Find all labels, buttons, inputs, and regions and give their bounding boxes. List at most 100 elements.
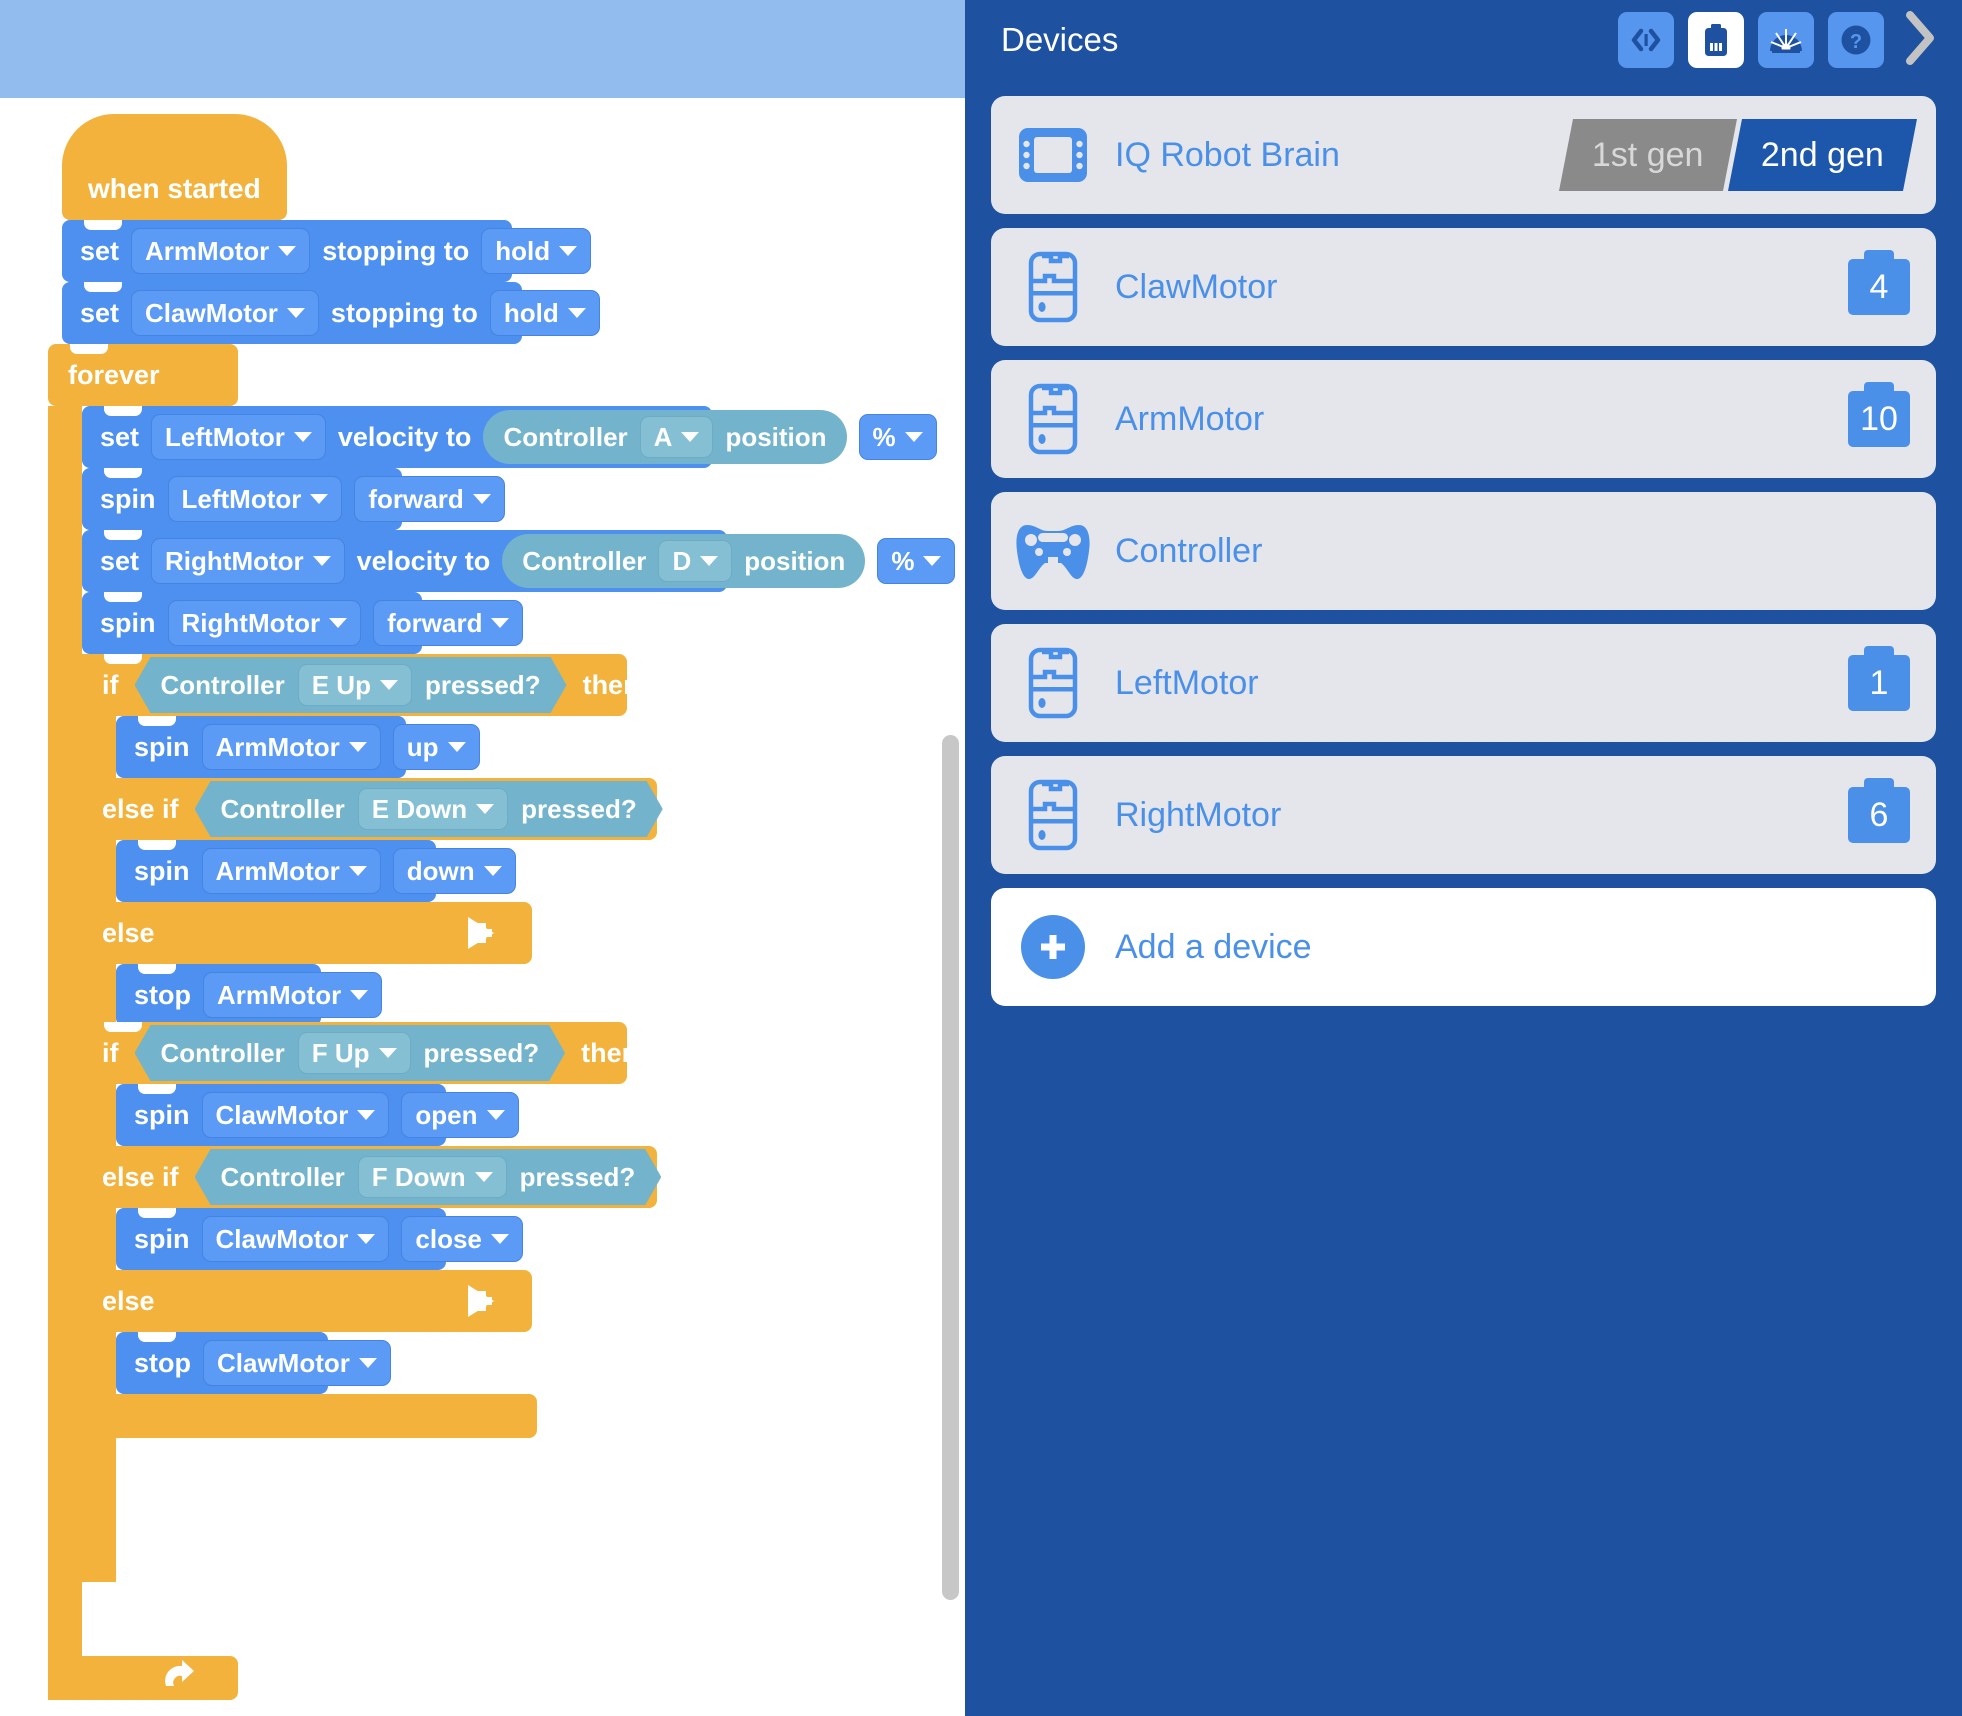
direction-dropdown[interactable]: close: [401, 1216, 523, 1262]
gen-option-1st[interactable]: 1st gen: [1558, 119, 1737, 191]
button-dropdown[interactable]: E Up: [298, 664, 412, 706]
reporter-controller-position[interactable]: Controller D position: [502, 534, 866, 588]
direction-dropdown[interactable]: open: [401, 1092, 519, 1138]
devices-icon[interactable]: [1688, 12, 1744, 68]
elseif-branch-header-arm[interactable]: else if Controller E Down pressed? then: [82, 778, 736, 840]
if-branch-header-arm[interactable]: if Controller E Up pressed? then: [82, 654, 640, 716]
brain-generation-toggle[interactable]: 1st gen 2nd gen: [1558, 119, 1917, 191]
motor-dropdown[interactable]: ArmMotor: [201, 848, 381, 894]
motor-dropdown[interactable]: RightMotor: [167, 600, 362, 646]
block-forever[interactable]: forever: [48, 344, 238, 1700]
boolean-controller-pressed[interactable]: Controller F Down pressed?: [195, 1149, 662, 1205]
motor-dropdown[interactable]: ClawMotor: [203, 1340, 391, 1386]
chevron-down-icon: [700, 556, 719, 566]
block-set-clawmotor-stopping[interactable]: set ClawMotor stopping to hold: [62, 282, 600, 344]
stop-mode-dropdown[interactable]: hold: [481, 228, 592, 274]
block-if-else-claw[interactable]: if Controller F Up pressed? then s: [82, 1022, 734, 1582]
add-branch-icon[interactable]: [464, 1281, 512, 1321]
unit-dropdown[interactable]: %: [877, 538, 956, 584]
block-if-else-arm[interactable]: if Controller E Up pressed? then s: [82, 654, 736, 1214]
then-label: then: [582, 669, 640, 700]
block-spin-armmotor-down[interactable]: spin ArmMotor down: [116, 840, 516, 902]
add-branch-icon[interactable]: [464, 913, 512, 953]
device-card-controller[interactable]: Controller: [991, 492, 1936, 610]
axis-dropdown[interactable]: A: [639, 416, 714, 458]
add-device-button[interactable]: Add a device: [991, 888, 1936, 1006]
port-badge: 6: [1848, 778, 1910, 843]
vertical-scrollbar[interactable]: [942, 735, 959, 1600]
direction-dropdown[interactable]: forward: [354, 476, 505, 522]
chevron-down-icon: [380, 680, 398, 690]
button-dropdown[interactable]: F Down: [358, 1156, 507, 1198]
chevron-down-icon: [472, 494, 491, 504]
boolean-controller-pressed[interactable]: Controller E Down pressed?: [195, 781, 663, 837]
block-set-armmotor-stopping[interactable]: set ArmMotor stopping to hold: [62, 220, 592, 282]
set-op-label: set: [100, 421, 140, 452]
device-card-leftmotor[interactable]: LeftMotor 1: [991, 624, 1936, 742]
motor-icon: [1013, 647, 1093, 719]
forever-footer[interactable]: [48, 1656, 238, 1700]
device-card-clawmotor[interactable]: ClawMotor 4: [991, 228, 1936, 346]
block-spin-clawmotor-close[interactable]: spin ClawMotor close: [116, 1208, 523, 1270]
elseif-branch-header-claw[interactable]: else if Controller F Down pressed? then: [82, 1146, 734, 1208]
unit-dropdown[interactable]: %: [858, 414, 937, 460]
else-branch-header-arm[interactable]: else: [82, 902, 532, 964]
direction-dropdown[interactable]: up: [392, 724, 480, 770]
block-canvas[interactable]: when started set ArmMotor stopping to ho…: [0, 0, 965, 1716]
chevron-down-icon: [379, 1048, 397, 1058]
svg-text:?: ?: [1850, 31, 1862, 53]
stopping-to-label: stopping to: [330, 297, 478, 328]
motor-dropdown[interactable]: ClawMotor: [201, 1092, 390, 1138]
forever-spine: [48, 406, 82, 1656]
port-badge: 10: [1848, 382, 1910, 447]
direction-dropdown[interactable]: down: [392, 848, 516, 894]
motor-dropdown[interactable]: ArmMotor: [201, 724, 381, 770]
boolean-controller-pressed[interactable]: Controller E Up pressed?: [135, 657, 567, 713]
elseif-label: else if: [102, 1161, 179, 1192]
block-set-leftmotor-velocity[interactable]: set LeftMotor velocity to Controller A p…: [82, 406, 937, 468]
device-name: RightMotor: [1115, 795, 1282, 834]
else-branch-header-claw[interactable]: else: [82, 1270, 532, 1332]
panel-title: Devices: [1001, 21, 1119, 58]
device-card-brain[interactable]: IQ Robot Brain 1st gen 2nd gen: [991, 96, 1936, 214]
block-stop-clawmotor[interactable]: stop ClawMotor: [116, 1332, 391, 1394]
block-spin-clawmotor-open[interactable]: spin ClawMotor open: [116, 1084, 519, 1146]
set-op-label: set: [80, 297, 120, 328]
stop-mode-dropdown[interactable]: hold: [489, 290, 600, 336]
button-dropdown[interactable]: E Down: [358, 788, 508, 830]
motor-dropdown[interactable]: ArmMotor: [203, 972, 383, 1018]
gen-option-2nd[interactable]: 2nd gen: [1728, 119, 1917, 191]
block-set-rightmotor-velocity[interactable]: set RightMotor velocity to Controller D …: [82, 530, 956, 592]
reporter-controller-position[interactable]: Controller A position: [483, 410, 847, 464]
device-card-rightmotor[interactable]: RightMotor 6: [991, 756, 1936, 874]
motor-dropdown[interactable]: ClawMotor: [131, 290, 319, 336]
motor-dropdown[interactable]: ArmMotor: [131, 228, 311, 274]
axis-dropdown[interactable]: D: [658, 540, 733, 582]
then-label: then: [677, 1161, 735, 1192]
block-when-started[interactable]: when started: [62, 158, 287, 220]
button-dropdown[interactable]: F Up: [298, 1032, 411, 1074]
motor-dropdown[interactable]: ClawMotor: [201, 1216, 390, 1262]
chevron-down-icon: [348, 742, 367, 752]
motor-dropdown[interactable]: RightMotor: [151, 538, 345, 584]
block-spin-rightmotor[interactable]: spin RightMotor forward: [82, 592, 524, 654]
if-branch-header-claw[interactable]: if Controller F Up pressed? then: [82, 1022, 638, 1084]
add-device-label: Add a device: [1115, 927, 1312, 966]
motor-dropdown[interactable]: LeftMotor: [167, 476, 343, 522]
block-stop-armmotor[interactable]: stop ArmMotor: [116, 964, 383, 1026]
block-workspace[interactable]: when started set ArmMotor stopping to ho…: [0, 0, 965, 1716]
device-card-armmotor[interactable]: ArmMotor 10: [991, 360, 1936, 478]
block-spin-leftmotor[interactable]: spin LeftMotor forward: [82, 468, 505, 530]
code-view-icon[interactable]: [1618, 12, 1674, 68]
block-spin-armmotor-up[interactable]: spin ArmMotor up: [116, 716, 480, 778]
help-icon[interactable]: ?: [1828, 12, 1884, 68]
forever-header[interactable]: forever: [48, 344, 238, 406]
stop-op-label: stop: [134, 979, 191, 1010]
motor-dropdown[interactable]: LeftMotor: [151, 414, 326, 460]
dashboard-gauge-icon[interactable]: [1758, 12, 1814, 68]
direction-dropdown[interactable]: forward: [373, 600, 524, 646]
chevron-right-icon[interactable]: [1900, 7, 1940, 74]
spin-op-label: spin: [100, 483, 156, 514]
boolean-controller-pressed[interactable]: Controller F Up pressed?: [135, 1025, 566, 1081]
chevron-down-icon: [475, 1172, 493, 1182]
